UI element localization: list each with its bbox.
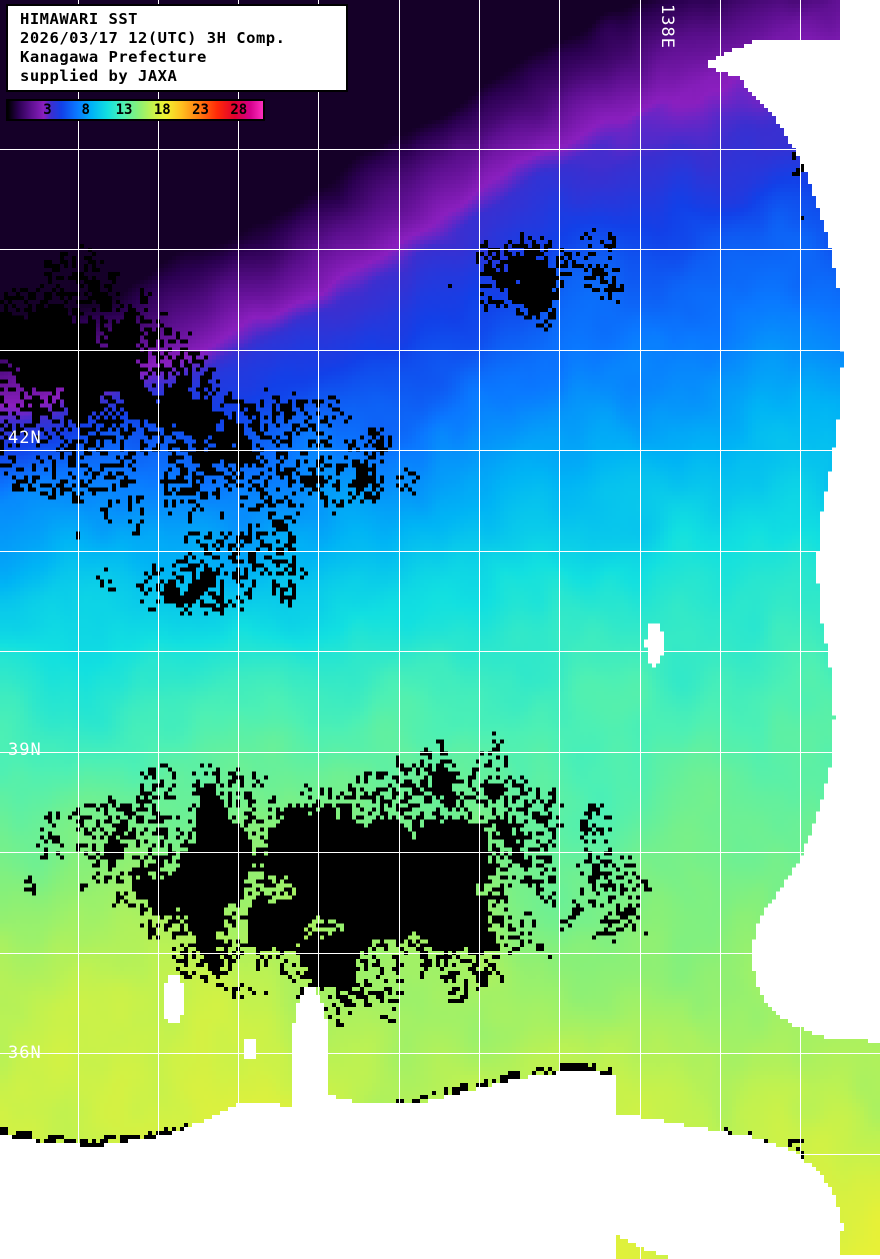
title-line-region: Kanagawa Prefecture [20, 48, 207, 66]
colorbar-tick-23: 23 [192, 102, 209, 118]
colorbar-tick-28: 28 [230, 102, 248, 118]
title-line-datetime: 2026/03/17 12(UTC) 3H Comp. [20, 29, 286, 47]
temperature-colorbar: 3 8 13 18 23 28 [6, 99, 265, 121]
colorbar-tick-3: 3 [43, 102, 52, 118]
colorbar-tick-13: 13 [115, 102, 133, 118]
colorbar-gradient [8, 101, 263, 119]
title-line-provider: supplied by JAXA [20, 67, 178, 85]
title-card: HIMAWARI SST 2026/03/17 12(UTC) 3H Comp.… [6, 4, 348, 92]
colorbar-tick-8: 8 [81, 102, 90, 118]
colorbar-tick-18: 18 [153, 102, 171, 118]
colorbar-tick-labels: 3 8 13 18 23 28 [8, 101, 263, 119]
title-line-product: HIMAWARI SST [20, 10, 138, 28]
